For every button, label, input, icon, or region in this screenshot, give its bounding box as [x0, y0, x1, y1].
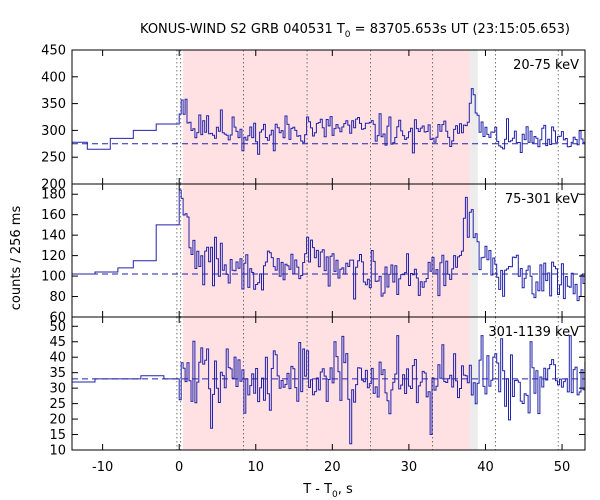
y-tick-label: 350: [41, 97, 66, 112]
y-tick-label: 140: [41, 229, 66, 244]
energy-band-label: 301-1139 keV: [488, 325, 579, 340]
y-tick-label: 250: [41, 151, 66, 166]
y-axis-title: counts / 256 ms: [9, 206, 24, 311]
x-tick-label: 50: [554, 460, 571, 475]
panel-frame: [71, 316, 586, 451]
chart-title: KONUS-WIND S2 GRB 040531 T0 = 83705.653s…: [140, 22, 570, 40]
light-curve-series: [72, 88, 586, 155]
secondary-interval: [470, 317, 478, 450]
highlight-interval: [183, 184, 471, 317]
energy-band-label: 75-301 keV: [505, 192, 579, 207]
y-tick-label: 120: [41, 249, 66, 264]
y-tick-label: 300: [41, 124, 66, 139]
secondary-interval: [470, 50, 478, 184]
y-tick-label: 180: [41, 188, 66, 203]
y-tick-label: 400: [41, 70, 66, 85]
y-tick-label: 200: [41, 178, 66, 193]
panel-1: 200 250 300 350 400 450 20-75 keV: [41, 44, 586, 193]
x-tick-label: 30: [401, 460, 418, 475]
x-tick-label: 40: [477, 460, 494, 475]
y-tick-label: 25: [49, 397, 66, 412]
x-tick-label: -10: [92, 460, 113, 475]
highlight-interval: [183, 50, 471, 184]
y-tick-label: 45: [49, 335, 66, 350]
light-curve-series: [72, 189, 586, 302]
y-tick-label: 30: [49, 382, 66, 397]
y-tick-label: 100: [41, 270, 66, 285]
y-tick-label: 80: [49, 290, 66, 305]
y-tick-label: 40: [49, 351, 66, 366]
x-tick-label: 20: [324, 460, 341, 475]
panel-2: 60 80 100 120 140 160 180 75-301 keV: [41, 183, 586, 326]
x-tick-label: 0: [175, 460, 183, 475]
light-curve-series: [72, 335, 586, 445]
energy-band-label: 20-75 keV: [513, 58, 579, 73]
y-tick-label: 10: [49, 444, 66, 459]
y-tick-label: 50: [49, 320, 66, 335]
x-axis-title: T - T0, s: [302, 482, 353, 500]
y-tick-label: 160: [41, 208, 66, 223]
y-tick-label: 35: [49, 366, 66, 381]
y-tick-label: 20: [49, 413, 66, 428]
x-tick-label: 10: [247, 460, 264, 475]
secondary-interval: [470, 184, 478, 317]
y-tick-label: 450: [41, 44, 66, 59]
y-tick-label: 15: [49, 428, 66, 443]
y-tick-label: 60: [49, 311, 66, 326]
